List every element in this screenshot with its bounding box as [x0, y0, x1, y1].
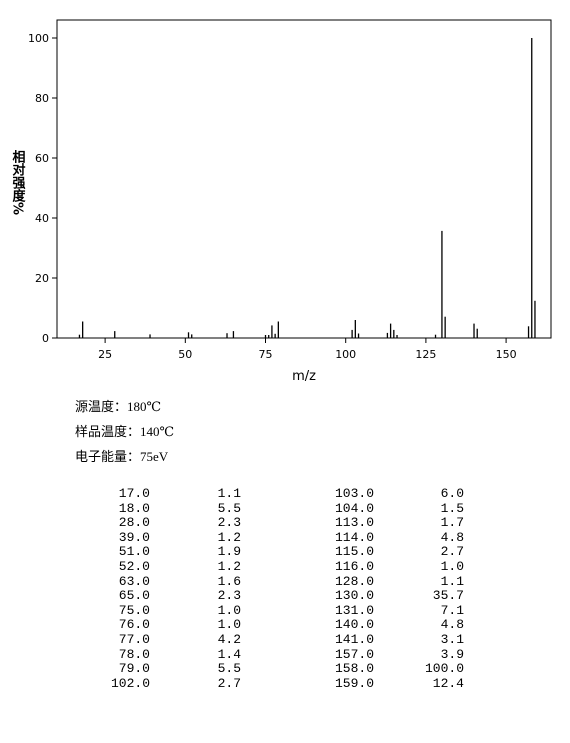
table-cell: 5.5	[217, 500, 241, 516]
table-cell: 1.9	[217, 544, 241, 560]
condition: 电子能量：75eV	[75, 449, 169, 464]
table-cell: 3.1	[440, 631, 464, 647]
table-cell: 1.2	[217, 558, 241, 574]
table-cell: 157.0	[334, 646, 374, 662]
x-tick-label: 100	[335, 348, 356, 361]
table-cell: 65.0	[118, 588, 150, 604]
table-cell: 3.9	[440, 646, 464, 662]
x-tick-label: 25	[98, 348, 112, 361]
table-cell: 1.1	[217, 486, 241, 501]
table-cell: 4.8	[440, 529, 464, 545]
table-row: 78.0 1.4 157.0 3.9	[0, 646, 570, 663]
table-cell: 113.0	[334, 515, 374, 531]
peak-table: 17.0 1.1 103.0 6.0 18.0 5.5 104.0 1.5 28.0 2.3 113…	[0, 486, 570, 692]
table-cell: 6.0	[440, 486, 464, 501]
table-cell: 130.0	[334, 588, 374, 604]
x-tick-label: 75	[259, 348, 273, 361]
table-cell: 114.0	[334, 529, 374, 545]
table-cell: 79.0	[118, 661, 150, 677]
table-cell: 51.0	[118, 544, 150, 560]
table-row: 17.0 1.1 103.0 6.0	[0, 486, 570, 502]
table-row: 18.0 5.5 104.0 1.5	[0, 500, 570, 517]
table-row: 39.0 1.2 114.0 4.8	[0, 529, 570, 546]
table-cell: 7.1	[440, 602, 464, 618]
table-cell: 1.2	[217, 529, 241, 545]
table-row: 52.0 1.2 116.0 1.0	[0, 558, 570, 575]
table-cell: 78.0	[118, 646, 150, 662]
y-tick-label: 20	[35, 272, 49, 285]
table-cell: 5.5	[217, 661, 241, 677]
table-cell: 12.4	[432, 675, 464, 691]
table-cell: 2.3	[217, 588, 241, 604]
table-row: 76.0 1.0 140.0 4.8	[0, 618, 570, 633]
table-cell: 115.0	[334, 544, 374, 560]
table-cell: 128.0	[334, 573, 374, 589]
table-row: 77.0 4.2 141.0 3.1	[0, 631, 570, 648]
table-cell: 102.0	[110, 675, 150, 691]
x-tick-label: 50	[178, 348, 192, 361]
table-cell: 18.0	[118, 500, 150, 516]
table-cell: 1.0	[440, 558, 464, 574]
table-row: 63.0 1.6 128.0 1.1	[0, 573, 570, 590]
plot-frame	[56, 19, 552, 339]
table-row: 28.0 2.3 113.0 1.7	[0, 516, 570, 531]
table-cell: 103.0	[334, 486, 374, 501]
table-cell: 4.8	[440, 617, 464, 633]
condition: 源温度：180℃	[75, 399, 162, 414]
table-cell: 75.0	[118, 602, 150, 618]
table-cell: 159.0	[334, 675, 374, 691]
table-cell: 1.0	[217, 617, 241, 633]
table-cell: 4.2	[217, 631, 241, 647]
table-cell: 17.0	[118, 486, 150, 501]
y-tick-label: 60	[35, 152, 49, 165]
table-cell: 158.0	[334, 661, 374, 677]
table-cell: 39.0	[118, 529, 150, 545]
table-cell: 104.0	[334, 500, 374, 516]
x-tick-label: 150	[496, 348, 517, 361]
table-cell: 63.0	[118, 573, 150, 589]
table-row: 102.0 2.7 159.0 12.4	[0, 675, 570, 692]
y-axis-label: 相对强度%	[10, 149, 26, 215]
table-cell: 131.0	[334, 602, 374, 618]
y-tick-label: 0	[42, 332, 49, 345]
table-cell: 116.0	[334, 558, 374, 574]
table-cell: 1.5	[440, 500, 464, 516]
condition: 样品温度：140℃	[75, 424, 175, 439]
table-row: 75.0 1.0 131.0 7.1	[0, 602, 570, 619]
y-tick-label: 80	[35, 92, 49, 105]
table-cell: 77.0	[118, 631, 150, 647]
table-cell: 141.0	[334, 631, 374, 647]
table-cell: 28.0	[118, 515, 150, 531]
table-cell: 35.7	[432, 588, 464, 604]
table-cell: 2.7	[217, 675, 241, 691]
table-cell: 1.7	[440, 515, 464, 531]
table-cell: 2.3	[217, 515, 241, 531]
table-cell: 1.0	[217, 602, 241, 618]
conditions: 源温度：180℃ 样品温度：140℃ 电子能量：75eV	[75, 397, 174, 472]
table-cell: 52.0	[118, 558, 150, 574]
table-cell: 140.0	[334, 617, 374, 633]
table-cell: 1.1	[440, 573, 464, 589]
table-cell: 1.4	[217, 646, 241, 662]
table-cell: 76.0	[118, 617, 150, 633]
table-cell: 100.0	[424, 661, 464, 677]
chart: m/z 相对强度% 0 20 40 60 80 100 25 50 75 100 125 150	[10, 19, 552, 384]
table-row: 79.0 5.5 158.0 100.0	[0, 662, 570, 677]
table-cell: 2.7	[440, 544, 464, 560]
table-row: 65.0 2.3 130.0 35.7	[0, 589, 570, 604]
y-tick-label: 40	[35, 212, 49, 225]
table-row: 51.0 1.9 115.0 2.7	[0, 545, 570, 560]
x-tick-label: 125	[415, 348, 436, 361]
x-axis-label: m/z	[292, 369, 316, 384]
y-tick-label: 100	[28, 32, 49, 45]
table-cell: 1.6	[217, 573, 241, 589]
